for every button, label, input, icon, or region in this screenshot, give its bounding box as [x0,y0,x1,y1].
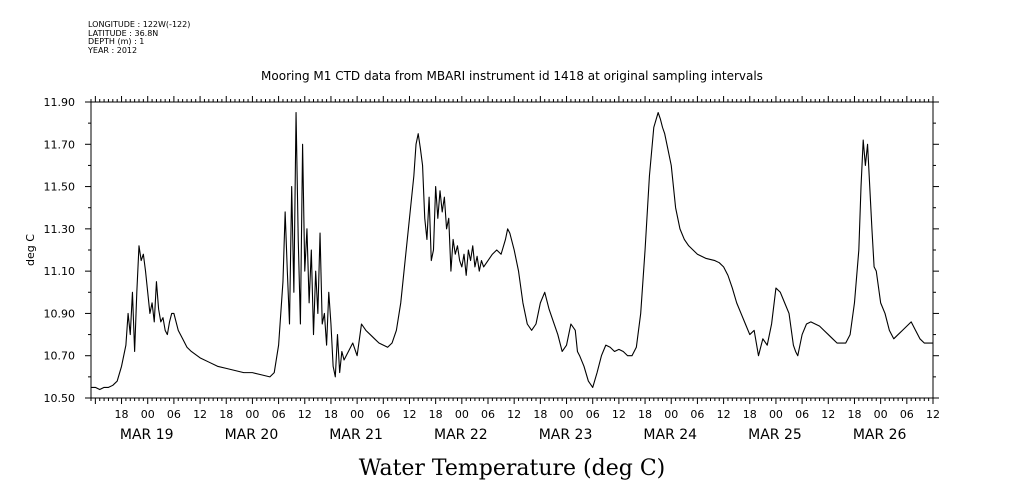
x-tick-label: 18 [743,408,757,421]
x-day-label: MAR 21 [329,427,383,443]
y-tick-label: 10.70 [44,350,76,363]
x-tick-label: 06 [900,408,914,421]
x-tick-label: 06 [272,408,286,421]
x-day-label: MAR 19 [120,427,174,443]
x-axis-title: Water Temperature (deg C) [359,456,666,481]
x-tick-label: 00 [560,408,574,421]
x-tick-label: 12 [402,408,416,421]
x-tick-label: 18 [638,408,652,421]
x-tick-label: 00 [245,408,259,421]
x-day-label: MAR 26 [853,427,907,443]
y-tick-label: 11.30 [44,223,76,236]
x-day-label: MAR 22 [434,427,488,443]
x-tick-label: 12 [821,408,835,421]
series-layer [91,112,933,391]
longitude-text: LONGITUDE : 122W(-122) [88,20,191,29]
x-tick-label: 00 [455,408,469,421]
x-tick-label: 00 [769,408,783,421]
x-day-label: MAR 25 [748,427,802,443]
y-tick-label: 11.50 [44,181,76,194]
x-tick-label: 00 [664,408,678,421]
plot-frame [90,101,934,399]
x-day-label: MAR 23 [539,427,593,443]
x-tick-label: 00 [874,408,888,421]
x-axis: 18 00 06 12 18 00 06 12 18 00 06 12 18 00 06 12 18 00 06 12… [90,96,940,443]
x-tick-label: 06 [167,408,181,421]
y-tick-label: 11.70 [44,138,76,151]
x-tick-label: 12 [298,408,312,421]
y-tick-label: 10.50 [44,392,76,405]
x-tick-label: 12 [926,408,940,421]
x-tick-label: 06 [376,408,390,421]
x-tick-label: 12 [193,408,207,421]
x-tick-label: 18 [324,408,338,421]
x-tick-label: 06 [586,408,600,421]
y-axis: 10.50 10.70 10.90 11.10 11.30 11.50 11.70 11.90 [44,96,939,405]
y-tick-label: 10.90 [44,307,76,320]
x-tick-label: 18 [219,408,233,421]
x-tick-label: 00 [141,408,155,421]
latitude-text: LATITUDE : 36.8N [88,28,159,38]
x-tick-label: 06 [481,408,495,421]
metadata-block: LONGITUDE : 122W(-122) LATITUDE : 36.8N … [88,20,191,55]
x-tick-label: 18 [115,408,129,421]
depth-text: DEPTH (m) : 1 [88,37,145,47]
chart-title: Mooring M1 CTD data from MBARI instrumen… [261,69,763,83]
x-tick-label: 12 [507,408,521,421]
x-tick-label: 18 [533,408,547,421]
x-tick-label: 06 [795,408,809,421]
y-tick-label: 11.90 [44,96,76,109]
y-tick-label: 11.10 [44,265,76,278]
x-tick-label: 12 [717,408,731,421]
y-axis-label: deg C [24,234,37,266]
x-tick-label: 18 [847,408,861,421]
plot-border [90,101,934,399]
x-tick-label: 12 [612,408,626,421]
x-tick-label: 06 [690,408,704,421]
x-tick-label: 18 [429,408,443,421]
x-day-label: MAR 24 [643,427,697,443]
x-day-label: MAR 20 [225,427,279,443]
year-text: YEAR : 2012 [88,45,138,55]
x-tick-label: 00 [350,408,364,421]
temperature-series-line [91,112,933,391]
